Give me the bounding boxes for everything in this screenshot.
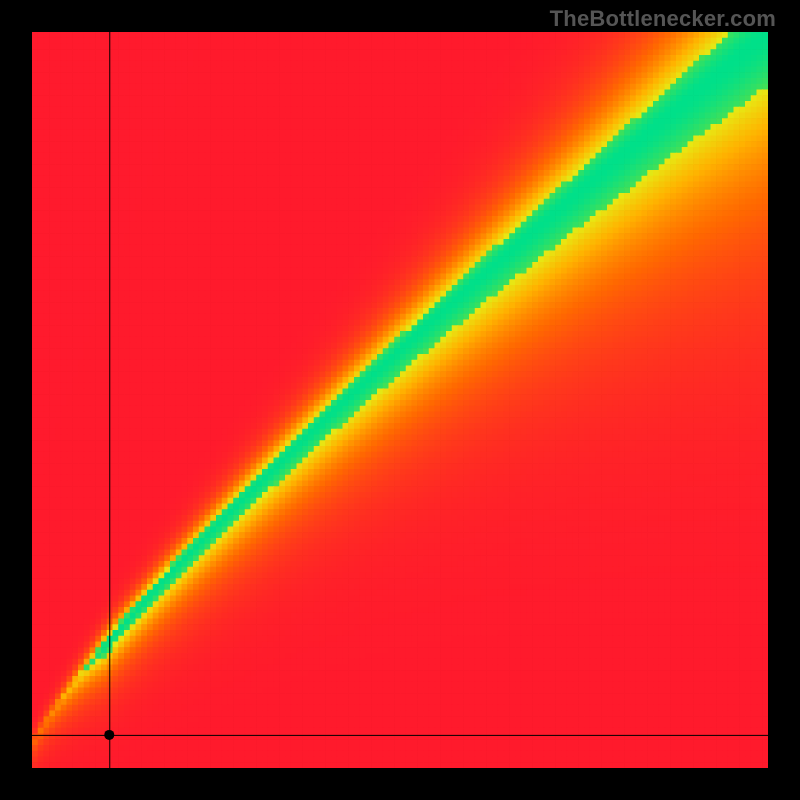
watermark: TheBottlenecker.com: [550, 6, 776, 32]
chart-container: TheBottlenecker.com: [0, 0, 800, 800]
plot-frame: [32, 32, 768, 768]
bottleneck-heatmap: [32, 32, 768, 768]
